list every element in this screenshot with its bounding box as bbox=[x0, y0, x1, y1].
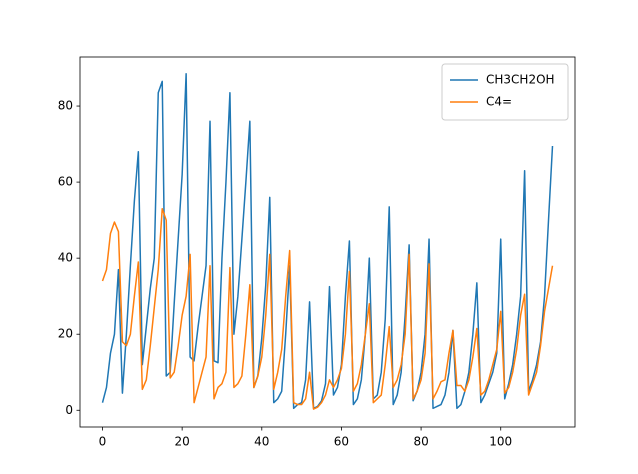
series-line bbox=[101, 207, 554, 410]
legend-label: C4= bbox=[486, 95, 512, 109]
x-tick-label: 100 bbox=[489, 435, 512, 449]
legend-label: CH3CH2OH bbox=[486, 73, 555, 87]
x-tick-label: 20 bbox=[175, 435, 190, 449]
x-tick-label: 40 bbox=[254, 435, 269, 449]
y-tick-label: 80 bbox=[58, 99, 73, 113]
x-tick-label: 60 bbox=[334, 435, 349, 449]
plot-area bbox=[101, 72, 554, 410]
series-line bbox=[101, 72, 554, 410]
y-tick-label: 0 bbox=[65, 403, 73, 417]
y-tick-label: 20 bbox=[58, 327, 73, 341]
legend: CH3CH2OH C4= bbox=[441, 63, 569, 121]
x-tick-label: 0 bbox=[99, 435, 107, 449]
legend-box bbox=[441, 63, 569, 121]
axes-frame bbox=[79, 56, 576, 428]
y-tick-label: 40 bbox=[58, 251, 73, 265]
y-tick-label: 60 bbox=[58, 175, 73, 189]
x-tick-label: 80 bbox=[413, 435, 428, 449]
